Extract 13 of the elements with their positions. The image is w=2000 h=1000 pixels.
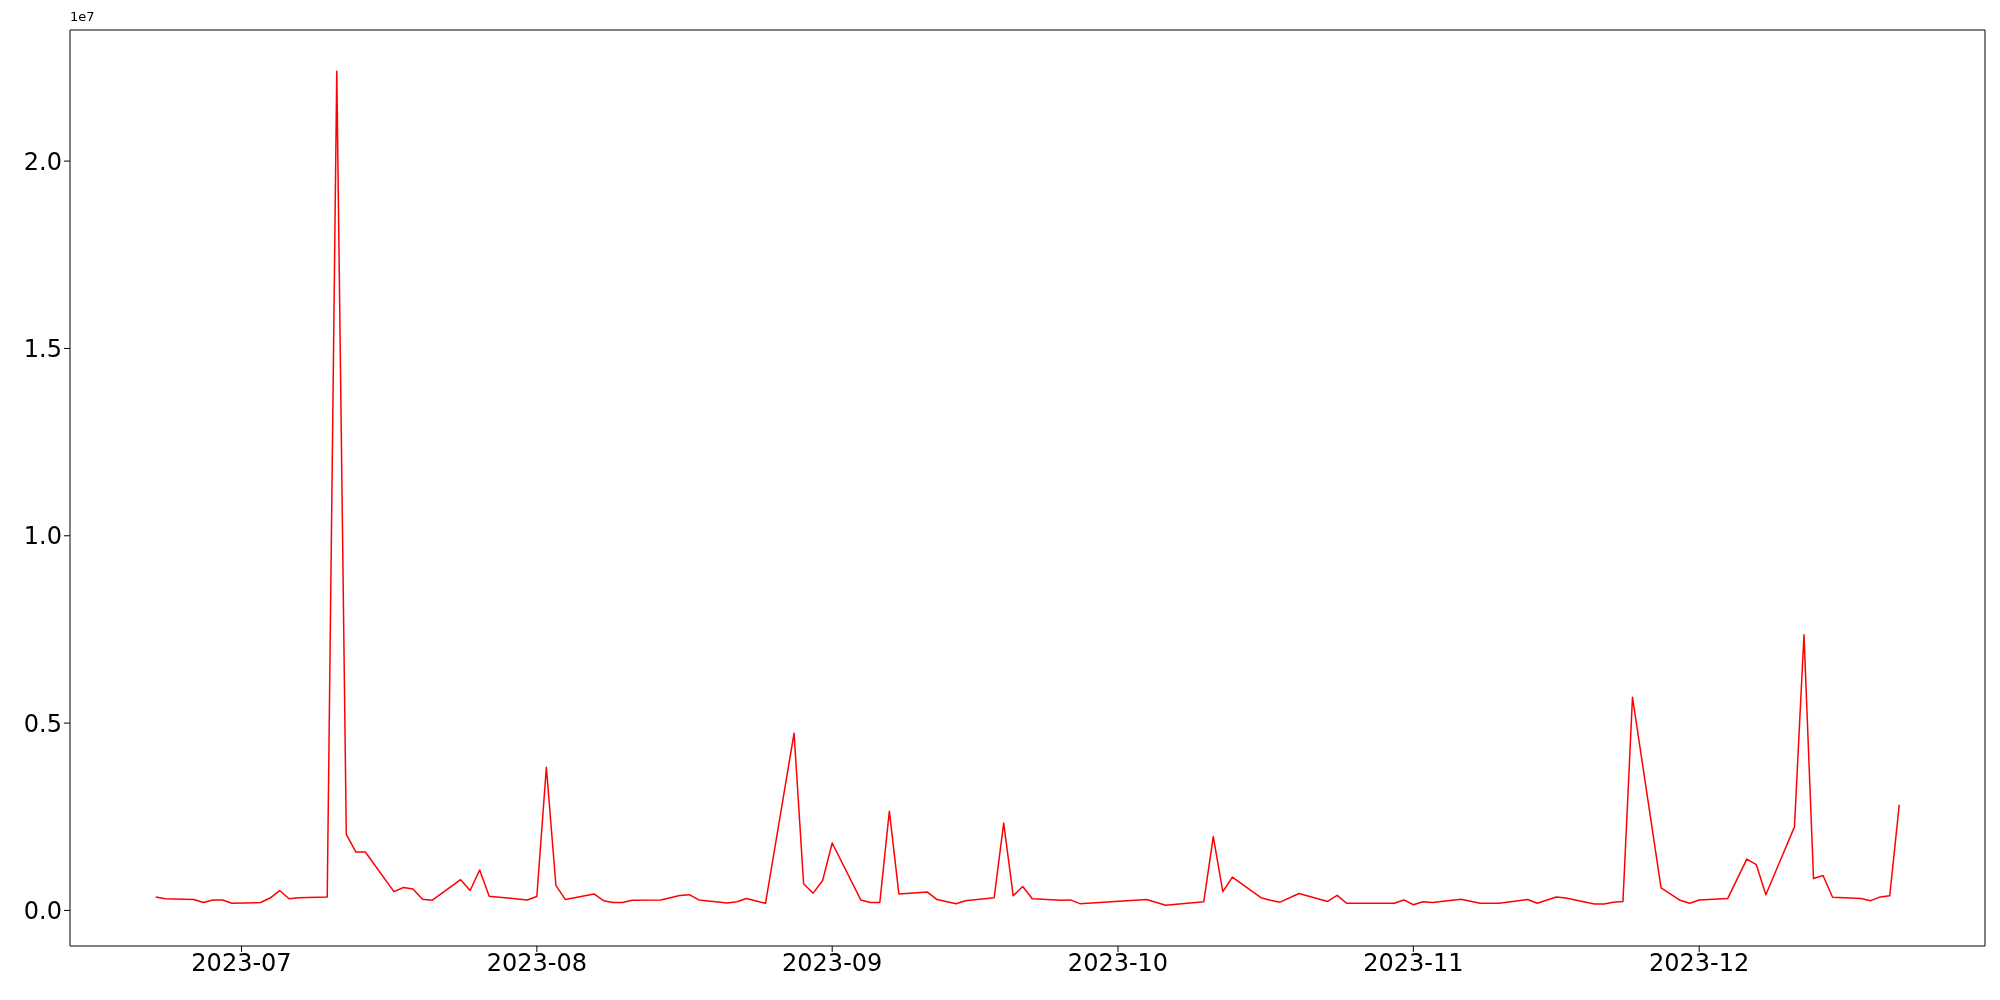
x-tick-label: 2023-08 [486,949,587,978]
y-tick-label: 0.0 [23,896,62,925]
y-tick-label: 1.0 [23,522,62,551]
x-tick-label: 2023-12 [1649,949,1750,978]
line-series [155,70,1900,906]
y-tick-label: 2.0 [23,147,62,176]
y-tick-label: 1.5 [23,334,62,363]
y-tick-label: 0.5 [23,709,62,738]
x-tick-label: 2023-09 [782,949,883,978]
text: 1e7 [70,9,95,24]
x-tick-label: 2023-11 [1363,949,1464,978]
x-tick-label: 2023-07 [191,949,292,978]
x-tick-label: 2023-10 [1067,949,1169,978]
